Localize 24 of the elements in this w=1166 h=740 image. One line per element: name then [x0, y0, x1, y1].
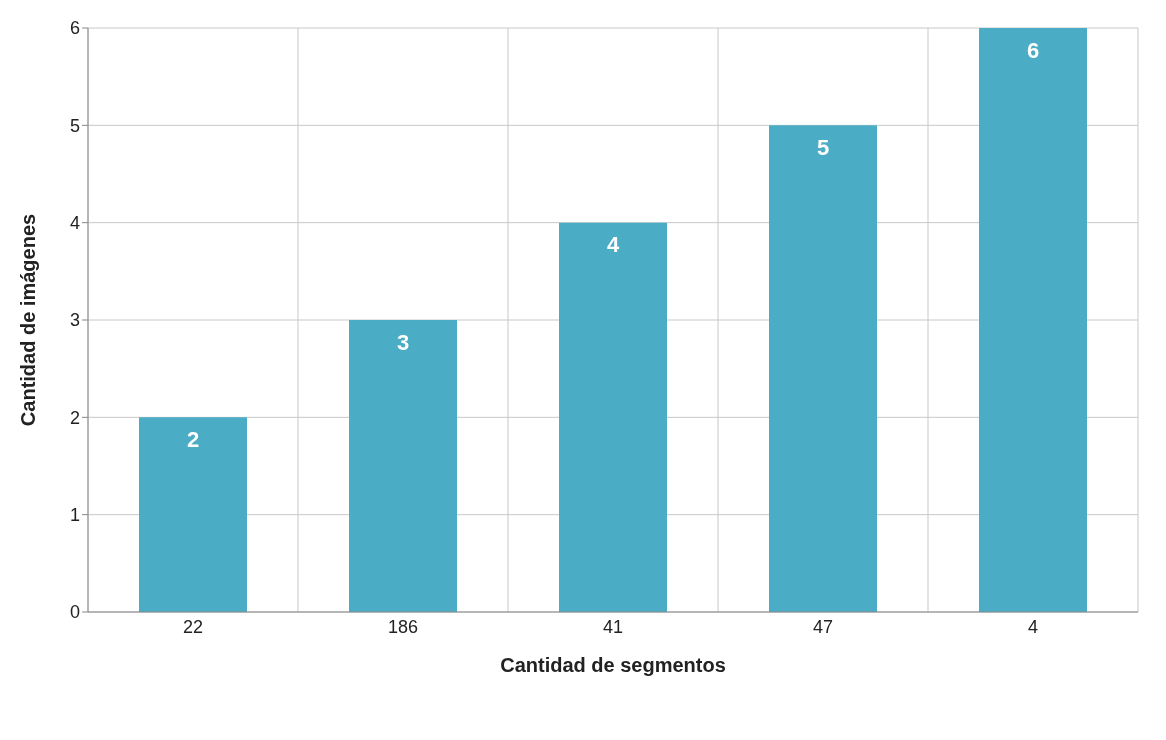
y-tick-label: 1 — [69, 505, 80, 526]
data-label: 4 — [606, 232, 620, 258]
data-label: 2 — [186, 426, 200, 452]
x-tick-label: 41 — [602, 616, 624, 637]
y-tick-label: 2 — [69, 407, 80, 428]
y-axis-title: Cantidad de imágenes — [17, 213, 40, 427]
x-tick-label: 22 — [182, 616, 204, 637]
x-tick-label: 4 — [1027, 616, 1039, 637]
x-axis-title: Cantidad de segmentos — [500, 654, 726, 676]
y-tick-label: 3 — [69, 310, 80, 331]
bar — [349, 320, 457, 612]
y-tick-label: 6 — [69, 18, 80, 39]
x-tick-label: 186 — [387, 616, 419, 637]
data-label: 6 — [1026, 37, 1040, 63]
data-label: 3 — [396, 329, 410, 355]
x-tick-label: 47 — [812, 616, 834, 637]
bar — [139, 417, 247, 612]
data-label: 5 — [816, 134, 830, 160]
y-tick-label: 4 — [69, 213, 80, 234]
bar — [769, 125, 877, 612]
y-tick-label: 0 — [69, 602, 80, 623]
bar — [979, 28, 1087, 612]
y-tick-label: 5 — [69, 115, 80, 136]
bar — [559, 222, 667, 612]
